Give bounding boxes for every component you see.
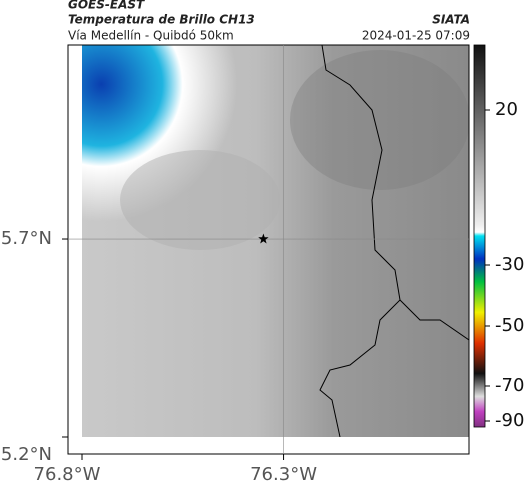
- timestamp: 2024-01-25 07:09: [362, 29, 470, 43]
- product: Temperatura de Brillo CH13: [68, 13, 255, 27]
- y-tick-label: 5.7°N: [1, 228, 52, 249]
- colorbar-label: -50: [495, 315, 524, 336]
- satellite: GOES-EAST: [68, 0, 145, 12]
- source: SIATA: [432, 13, 470, 27]
- x-tick-label: 76.8°W: [34, 464, 101, 485]
- colorbar-label: -90: [495, 410, 524, 431]
- y-tick-label: 5.2°N: [1, 444, 52, 465]
- colorbar-label: -30: [495, 254, 524, 275]
- x-tick-label: 76.3°W: [250, 464, 317, 485]
- location-marker: [258, 233, 269, 244]
- colorbar: [473, 44, 486, 428]
- colorbar-label: 20: [495, 99, 518, 120]
- map-frame: [67, 44, 470, 455]
- route: Vía Medellín - Quibdó 50km: [68, 29, 234, 43]
- imagery: [82, 45, 469, 437]
- colorbar-label: -70: [495, 375, 524, 396]
